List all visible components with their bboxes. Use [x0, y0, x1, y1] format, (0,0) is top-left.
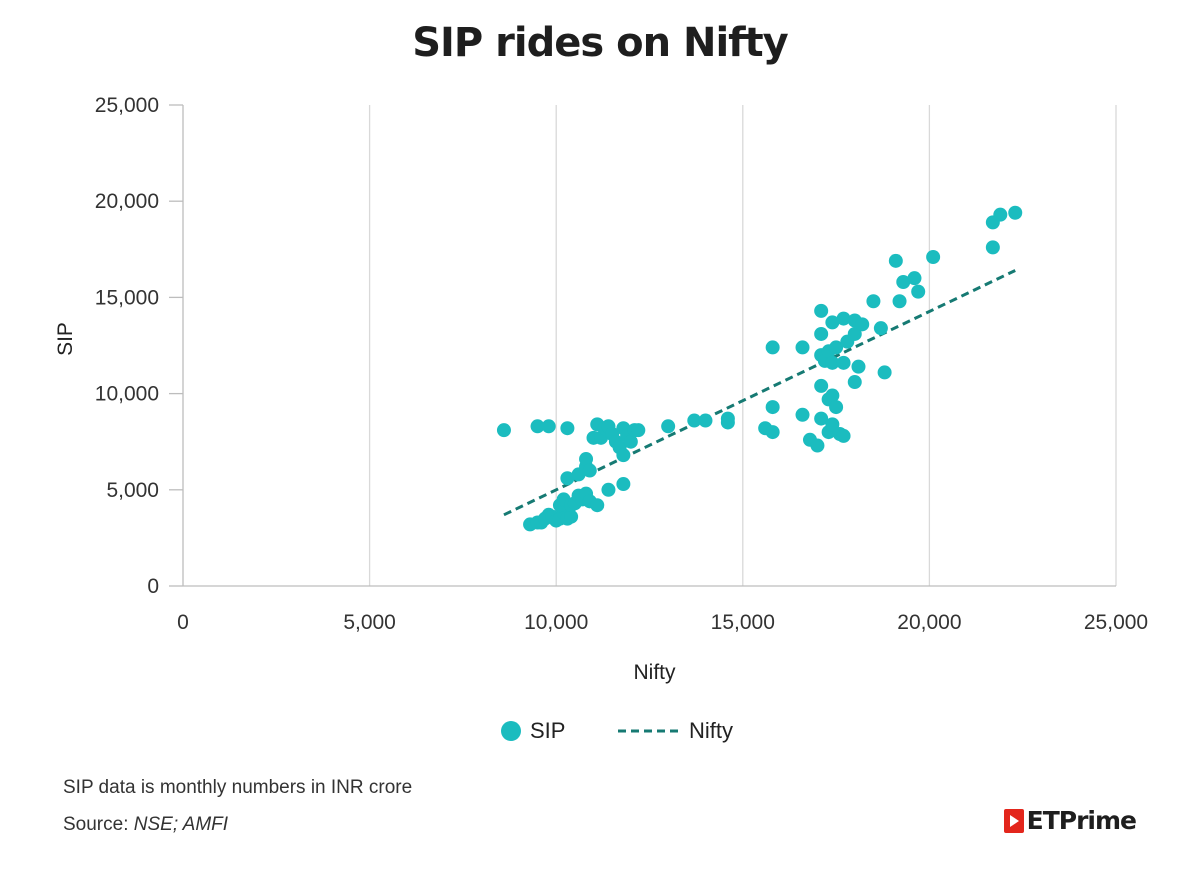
data-point	[896, 275, 911, 290]
y-axis-label: SIP	[54, 322, 77, 356]
data-point	[836, 428, 851, 443]
axes	[182, 105, 1116, 587]
data-point	[560, 421, 575, 436]
y-tick-label: 20,000	[95, 190, 159, 213]
data-point	[582, 463, 597, 478]
data-point	[564, 509, 579, 524]
data-point	[720, 415, 735, 430]
data-point	[825, 417, 840, 432]
y-tick-label: 0	[147, 575, 159, 598]
legend-marker-sip	[501, 721, 521, 741]
data-point	[687, 413, 702, 428]
data-point	[836, 311, 851, 326]
data-point	[855, 317, 870, 332]
scatter-chart: 0 5,000 10,000 15,000 20,000 25,000 0 5,000 10,…	[54, 94, 1148, 743]
data-point	[892, 294, 907, 309]
y-tick-label: 5,000	[106, 479, 159, 502]
data-point	[765, 340, 780, 355]
data-point	[851, 359, 866, 374]
data-point	[795, 340, 810, 355]
source-label: Source:	[63, 814, 129, 835]
data-point	[579, 452, 594, 467]
data-point	[888, 253, 903, 268]
x-tick-label: 10,000	[524, 611, 588, 634]
data-point	[829, 340, 844, 355]
data-point	[814, 411, 829, 426]
data-point	[877, 365, 892, 380]
data-point	[829, 400, 844, 415]
data-point	[814, 378, 829, 393]
data-point	[623, 434, 638, 449]
data-point	[765, 425, 780, 440]
data-point	[825, 388, 840, 403]
data-point	[993, 207, 1008, 222]
brand-logo: ETPrime	[1003, 806, 1137, 835]
y-tick-label: 15,000	[95, 286, 159, 309]
x-tick-labels: 0 5,000 10,000 15,000 20,000 25,000	[177, 611, 1148, 634]
data-point	[698, 413, 713, 428]
data-point	[530, 419, 545, 434]
data-point	[765, 400, 780, 415]
data-point	[590, 498, 605, 513]
x-tick-label: 20,000	[897, 611, 961, 634]
y-tick-labels: 0 5,000 10,000 15,000 20,000 25,000	[95, 94, 183, 598]
data-point	[616, 477, 631, 492]
x-tick-label: 25,000	[1084, 611, 1148, 634]
data-point	[601, 482, 616, 497]
data-point	[560, 471, 575, 486]
source-value: NSE; AMFI	[133, 814, 229, 835]
x-tick-label: 0	[177, 611, 189, 634]
legend-label-nifty: Nifty	[689, 718, 733, 743]
data-point	[825, 315, 840, 330]
brand-name: ETPrime	[1026, 806, 1137, 835]
data-point	[541, 419, 556, 434]
data-point	[866, 294, 881, 309]
x-axis-label: Nifty	[634, 661, 677, 684]
grid-lines	[368, 105, 1117, 586]
y-tick-label: 25,000	[95, 94, 159, 117]
data-point	[661, 419, 676, 434]
data-point	[814, 326, 829, 341]
chart-title: SIP rides on Nifty	[412, 20, 789, 66]
data-point	[1008, 205, 1023, 220]
data-point	[810, 438, 825, 453]
data-points	[496, 205, 1023, 532]
data-point	[631, 423, 646, 438]
y-tick-label: 10,000	[95, 383, 159, 406]
x-tick-label: 5,000	[343, 611, 396, 634]
data-point	[616, 448, 631, 463]
data-point	[873, 321, 888, 336]
data-point	[911, 284, 926, 299]
data-point	[847, 375, 862, 390]
data-point	[814, 303, 829, 318]
data-point	[836, 355, 851, 370]
data-point	[795, 407, 810, 422]
legend: SIP Nifty	[501, 718, 733, 743]
data-point	[907, 271, 922, 286]
data-point	[847, 326, 862, 341]
data-point	[926, 249, 941, 264]
data-point	[496, 423, 511, 438]
play-badge-icon	[1003, 808, 1024, 833]
data-point	[985, 240, 1000, 255]
legend-label-sip: SIP	[530, 718, 565, 743]
data-note: SIP data is monthly numbers in INR crore	[63, 777, 413, 798]
x-tick-label: 15,000	[711, 611, 775, 634]
data-point	[825, 355, 840, 370]
source-note: Source: NSE; AMFI	[63, 814, 228, 836]
